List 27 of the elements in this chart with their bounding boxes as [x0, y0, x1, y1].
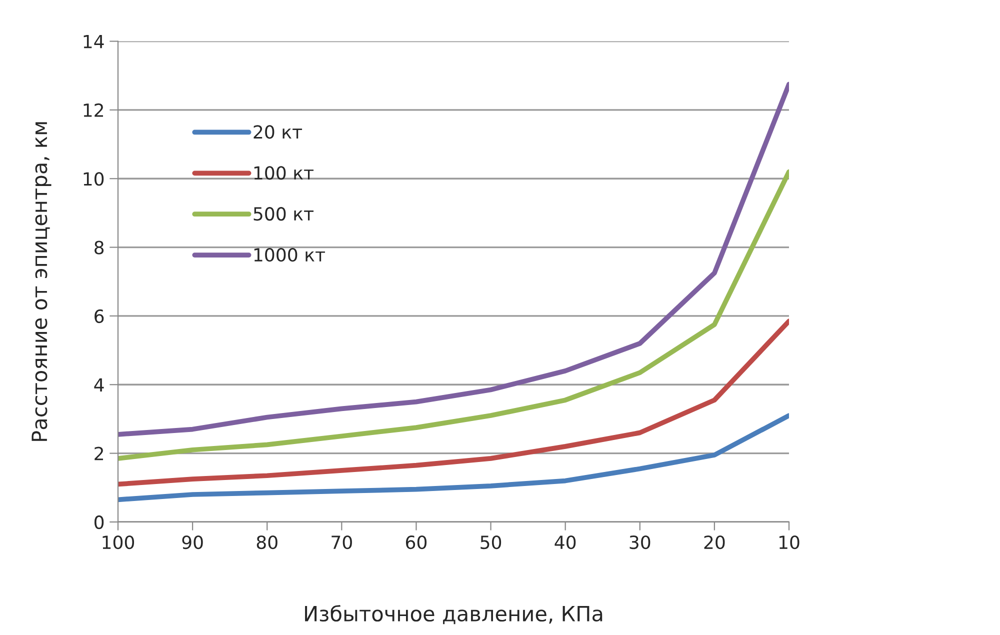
- y-tick-label: 10: [84, 172, 104, 186]
- x-tick-label: 20: [704, 535, 725, 550]
- x-tick-label: 60: [406, 535, 427, 550]
- legend-label: 100 кт: [254, 166, 314, 180]
- x-tick-label: 80: [256, 535, 278, 550]
- y-axis-title: Расстояние от эпицентра, км: [32, 122, 52, 441]
- x-tick-label: 100: [102, 535, 134, 550]
- legend-label: 500 кт: [254, 207, 314, 221]
- x-tick-label: 10: [779, 535, 800, 550]
- line-series: [118, 413, 789, 502]
- y-tick-label: 14: [84, 34, 104, 48]
- x-axis-title: Избыточное давление, КПа: [305, 605, 602, 624]
- line-series: [118, 82, 789, 437]
- legend-label: 20 кт: [254, 125, 302, 139]
- y-tick-label: 4: [94, 378, 104, 392]
- y-tick-label: 12: [84, 103, 103, 117]
- y-tick-label: 0: [94, 515, 104, 530]
- y-tick-label: 8: [94, 240, 104, 254]
- x-tick-label: 50: [480, 535, 502, 550]
- x-tick-label: 40: [554, 535, 576, 550]
- y-tick-label: 6: [94, 309, 104, 324]
- x-tick-label: 30: [630, 535, 650, 550]
- x-tick-label: 70: [332, 535, 352, 550]
- y-tick-label: 2: [94, 446, 103, 460]
- line-series: [118, 318, 789, 487]
- x-tick-label: 90: [182, 535, 203, 550]
- legend-label: 1000 кт: [254, 248, 326, 262]
